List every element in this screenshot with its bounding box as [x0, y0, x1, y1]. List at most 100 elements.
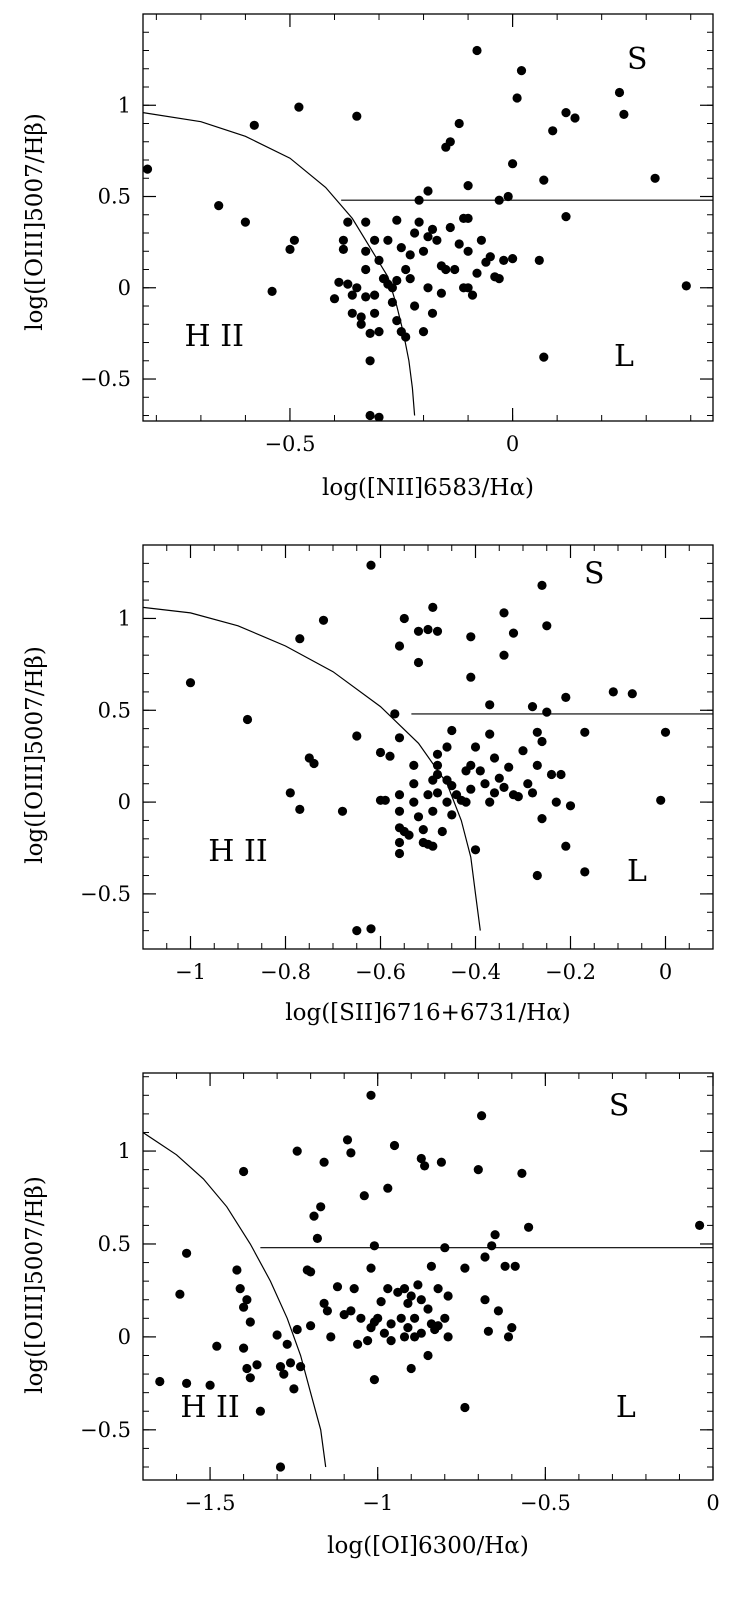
data-point — [383, 1284, 393, 1294]
data-point — [432, 788, 443, 798]
data-point — [442, 797, 452, 807]
plot-frame — [142, 1072, 714, 1481]
data-point — [383, 235, 393, 245]
data-point — [329, 294, 340, 304]
data-point — [214, 201, 224, 211]
hii-demarcation-curve — [143, 1132, 327, 1468]
data-point — [386, 1319, 396, 1329]
data-point — [363, 1336, 373, 1346]
data-point — [570, 113, 580, 123]
data-point — [240, 217, 250, 227]
data-point — [406, 1363, 416, 1374]
data-point — [507, 254, 518, 264]
data-point — [356, 319, 366, 329]
data-point — [361, 246, 371, 256]
data-point — [463, 181, 473, 191]
data-point — [394, 790, 405, 800]
data-point — [394, 837, 405, 848]
data-point — [337, 806, 348, 816]
data-point — [347, 290, 357, 300]
x-tick-label: −1 — [175, 960, 206, 984]
data-point — [306, 1267, 316, 1277]
hii-demarcation-curve — [143, 112, 416, 416]
data-point — [255, 1406, 265, 1416]
data-point — [485, 252, 495, 262]
data-point — [267, 286, 277, 296]
data-point — [282, 1339, 292, 1349]
region-label: H II — [185, 319, 244, 354]
x-tick-label: −1.5 — [185, 1491, 236, 1515]
data-point — [370, 290, 380, 300]
data-point — [516, 66, 527, 76]
data-point — [361, 292, 371, 302]
data-point — [432, 626, 443, 636]
y-tick-label: 1 — [118, 1139, 131, 1163]
region-label: L — [614, 339, 634, 374]
data-point — [414, 195, 424, 205]
y-tick-label: 0 — [118, 276, 131, 300]
data-point — [454, 239, 464, 249]
data-point — [212, 1341, 222, 1351]
data-point — [295, 804, 305, 815]
data-point — [423, 232, 433, 242]
data-point — [426, 1261, 436, 1271]
data-point — [143, 164, 153, 174]
data-point — [428, 806, 438, 816]
data-point — [205, 1380, 215, 1390]
data-point — [527, 702, 538, 712]
data-point — [346, 1306, 356, 1316]
data-point — [532, 870, 542, 881]
region-label: S — [584, 557, 605, 592]
data-point — [494, 274, 504, 284]
data-point — [524, 1222, 534, 1232]
xlabel: log([SII]6716+6731/Hα) — [285, 1000, 570, 1026]
x-tick-label: 0 — [706, 1491, 719, 1515]
data-point — [369, 1375, 379, 1385]
data-point — [390, 709, 400, 719]
data-point — [463, 213, 473, 223]
data-point — [418, 825, 428, 835]
xlabel: log([NII]6583/Hα) — [322, 475, 534, 501]
data-point — [295, 634, 305, 644]
data-point — [396, 243, 406, 253]
data-point — [432, 760, 443, 771]
data-point — [450, 264, 460, 275]
data-point — [361, 264, 371, 275]
data-point — [289, 235, 299, 245]
data-point — [466, 672, 476, 682]
data-point — [472, 45, 482, 56]
data-point — [409, 760, 419, 771]
plot-frame — [142, 13, 714, 422]
data-point — [405, 250, 415, 260]
data-point — [508, 628, 519, 638]
data-point — [473, 1165, 483, 1175]
data-point — [352, 111, 362, 121]
data-point — [275, 1462, 286, 1472]
data-point — [480, 779, 490, 789]
data-point — [532, 727, 542, 737]
data-point — [352, 926, 362, 936]
data-point — [423, 790, 433, 800]
data-point — [370, 308, 380, 318]
data-point — [466, 632, 476, 642]
data-point — [370, 235, 380, 245]
data-point — [499, 255, 509, 265]
data-point — [608, 687, 618, 697]
data-point — [441, 264, 451, 275]
data-point — [440, 1313, 450, 1323]
data-point — [385, 751, 395, 761]
data-point — [463, 246, 473, 256]
data-point — [416, 1153, 426, 1164]
data-point — [542, 707, 552, 717]
data-point — [532, 760, 542, 771]
data-point — [510, 1261, 520, 1271]
data-point — [366, 1263, 376, 1273]
data-point — [565, 801, 576, 811]
data-point — [285, 788, 295, 798]
data-point — [365, 410, 375, 421]
data-point — [346, 1148, 356, 1158]
data-point — [470, 845, 481, 855]
data-point — [480, 1295, 490, 1305]
data-point — [410, 228, 420, 238]
data-point — [561, 841, 571, 851]
